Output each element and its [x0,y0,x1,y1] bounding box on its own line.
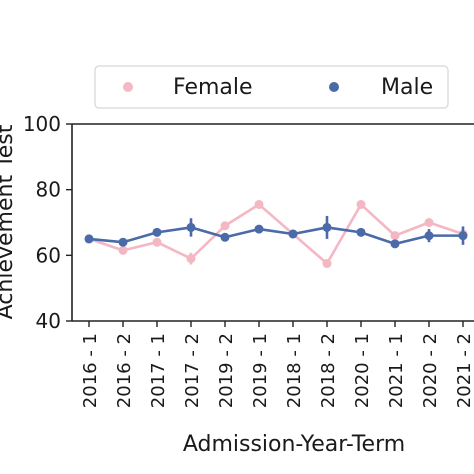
y-tick-label: 100 [23,112,61,136]
male-data-point [322,222,332,232]
female-data-point [254,199,264,209]
x-tick-label: 2021 - 2 [454,333,474,408]
female-data-point [356,199,366,209]
x-tick-label: 2019 - 2 [216,333,237,408]
male-data-point [390,239,400,249]
x-tick-label: 2017 - 1 [148,333,169,408]
female-data-point [152,237,162,247]
female-data-point [186,254,196,264]
female-data-point [220,221,230,231]
x-tick-label: 2020 - 2 [420,333,441,408]
male-data-point [424,231,434,241]
x-tick-label: 2018 - 2 [318,333,339,408]
female-series-line [88,203,464,265]
x-tick-label: 2020 - 1 [352,333,373,408]
male-data-point [288,229,298,239]
x-axis-label: Admission-Year-Term [183,432,405,457]
female-data-point [424,218,434,227]
male-data-point [458,231,468,241]
male-data-point [84,234,94,244]
x-tick-label: 2016 - 1 [80,333,101,408]
female-data-point [322,259,332,269]
x-tick-label: 2018 - 1 [284,333,305,408]
x-tick-label: 2016 - 2 [114,333,135,408]
y-axis: 40 60 80 100 [23,112,72,333]
male-data-point [186,222,196,232]
legend: Female Male [94,65,449,109]
female-data-point [118,245,128,255]
legend-marker-male [329,82,339,92]
female-series [84,199,468,269]
y-axis-label: Achievement Test [0,124,18,319]
male-data-point [254,224,264,234]
y-tick-label: 80 [36,178,61,202]
y-tick-label: 40 [36,309,61,333]
x-tick-label: 2017 - 2 [182,333,203,408]
x-tick-label: 2019 - 1 [250,333,271,408]
male-data-point [220,232,230,242]
male-data-point [118,237,128,247]
female-data-point [390,231,400,241]
y-tick-label: 60 [36,243,61,267]
male-series [84,215,468,249]
male-data-point [356,227,366,237]
legend-marker-female [123,82,133,92]
male-data-point [152,227,162,237]
legend-box [94,65,449,109]
legend-label-female: Female [173,75,253,100]
plot-area [71,123,474,322]
x-axis: 2016 - 1 2016 - 2 2017 - 1 2017 - 2 2019 - 2… [80,321,474,408]
legend-label-male: Male [381,75,433,100]
x-tick-label: 2021 - 1 [386,333,407,408]
male-series-line [88,226,463,246]
